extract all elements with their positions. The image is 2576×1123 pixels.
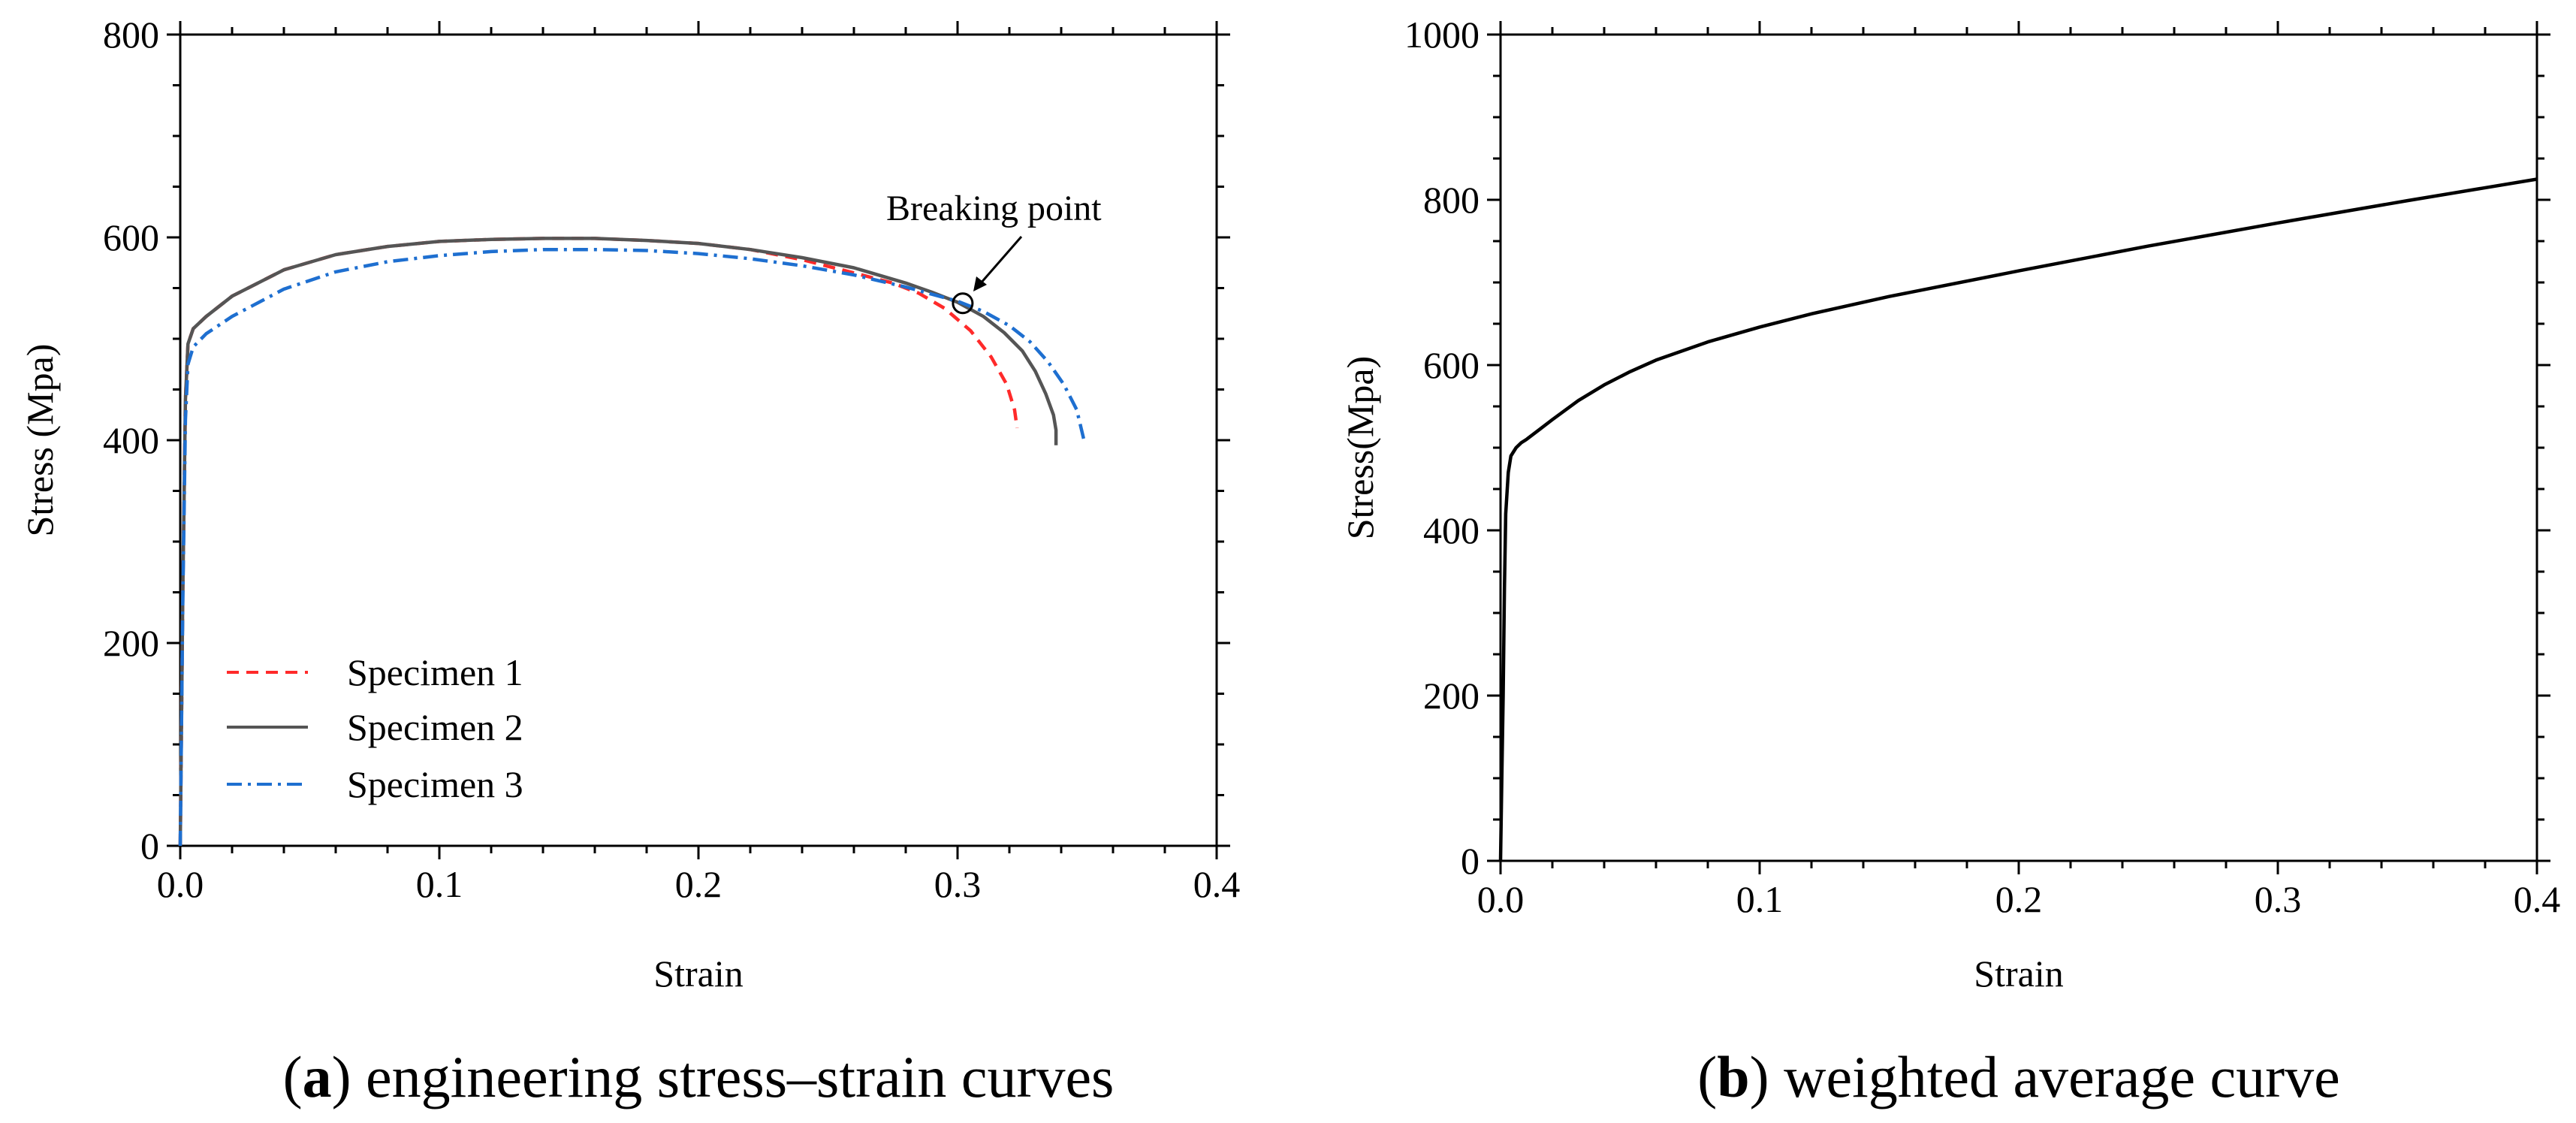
x-tick-label: 0.1 (1736, 878, 1784, 920)
series-line-specimen-3 (178, 247, 1087, 847)
legend-label-specimen-2: Specimen 2 (347, 706, 523, 748)
y-tick-label: 400 (1423, 509, 1480, 551)
breaking-point-label: Breaking point (886, 189, 1102, 228)
panel-a-ticks: 0.0 0.1 0.2 0.3 0.4 0 200 400 600 800 (103, 14, 1240, 905)
x-tick-label: 0.4 (1193, 863, 1241, 905)
panel-a-legend: Specimen 1 Specimen 2 Specimen 3 (227, 651, 523, 805)
x-tick-label: 0.0 (157, 863, 204, 905)
y-tick-label: 0 (1461, 840, 1480, 882)
y-tick-label: 1000 (1404, 14, 1480, 56)
y-tick-label: 800 (103, 14, 159, 56)
y-tick-label: 200 (103, 622, 159, 664)
x-tick-label: 0.1 (416, 863, 463, 905)
panel-a-x-axis-title: Strain (653, 952, 743, 995)
y-tick-label: 400 (103, 419, 159, 461)
breaking-point-annotation: Breaking point (886, 189, 1102, 315)
panel-a-series (178, 237, 1087, 847)
panel-b-series (1498, 177, 2538, 862)
breaking-point-arrow (979, 236, 1023, 285)
x-tick-label: 0.3 (2255, 878, 2302, 920)
breaking-point-marker (952, 292, 974, 315)
series-line-specimen-1 (178, 237, 1019, 847)
y-tick-label: 600 (1423, 344, 1480, 386)
legend-label-specimen-3: Specimen 3 (347, 763, 523, 805)
x-tick-label: 0.3 (934, 863, 982, 905)
caption-b: (b) weighted average curve (1697, 1044, 2339, 1109)
x-tick-label: 0.2 (1995, 878, 2043, 920)
panel-b-plot-frame (1499, 33, 2538, 862)
panel-a-plot-frame (179, 33, 1218, 847)
legend-label-specimen-1: Specimen 1 (347, 651, 523, 693)
breaking-point-arrowhead (973, 276, 987, 291)
panel-b-y-axis-title: Stress(Mpa) (1339, 356, 1381, 539)
y-tick-label: 600 (103, 216, 159, 258)
y-tick-label: 800 (1423, 179, 1480, 221)
x-tick-label: 0.0 (1477, 878, 1525, 920)
series-line-specimen-2 (178, 237, 1058, 847)
panel-a-y-axis-title: Stress (Mpa) (19, 344, 61, 537)
x-tick-label: 0.2 (675, 863, 722, 905)
panel-b-x-axis-title: Strain (1974, 952, 2063, 995)
series-line-weighted-average (1498, 177, 2538, 862)
y-tick-label: 0 (140, 825, 159, 867)
panel-b-ticks: 0.0 0.1 0.2 0.3 0.4 0 200 400 600 800 1000 (1404, 14, 2560, 920)
caption-a: (a) engineering stress–strain curves (283, 1044, 1115, 1109)
x-tick-label: 0.4 (2514, 878, 2561, 920)
panel-a-chart: 0.0 0.1 0.2 0.3 0.4 0 200 400 600 800 Strain Stre… (19, 14, 1240, 995)
y-tick-label: 200 (1423, 675, 1480, 717)
